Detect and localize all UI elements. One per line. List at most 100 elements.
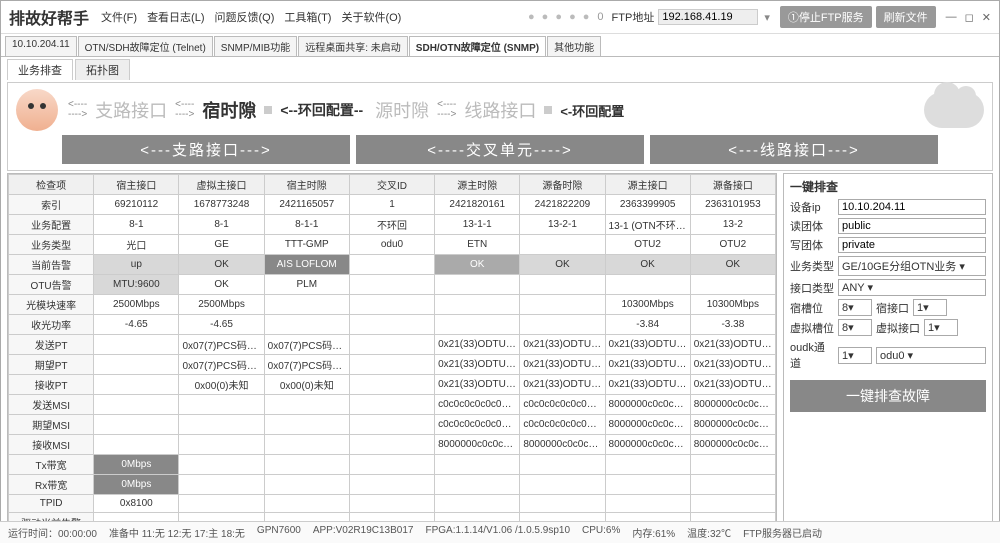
cell <box>520 455 605 475</box>
cell: -3.84 <box>605 315 690 335</box>
menu-file[interactable]: 文件(F) <box>101 9 137 25</box>
vport-select[interactable]: 1▾ <box>924 319 958 336</box>
cell: 光口 <box>94 235 179 255</box>
table-row: 索引69210112167877324824211650571242182016… <box>9 195 776 215</box>
primary-tab-2[interactable]: SNMP/MIB功能 <box>214 36 297 56</box>
table-row: 业务配置8-18-18-1-1不环回13-1-113-2-113-1 (OTN不… <box>9 215 776 235</box>
table-row: 当前告警upOKAIS LOFLOMOKOKOKOK <box>9 255 776 275</box>
cell: PLM <box>264 275 349 295</box>
status-app: APP:V02R19C13B017 <box>313 525 414 540</box>
cell: 2500Mbps <box>94 295 179 315</box>
dslot-select[interactable]: 8▾ <box>838 299 872 316</box>
cell: c0c0c0c0c0c0c0c0 <box>520 415 605 435</box>
stop-ftp-button[interactable]: ①停止FTP服务 <box>780 6 872 28</box>
status-bar: 运行时间：00:00:00 准备中 11:无 12:无 17:主 18:无 GP… <box>0 521 1000 543</box>
seg-line: 线路接口 <box>460 97 540 123</box>
cell: 8000000c0c0c0c0 <box>435 435 520 455</box>
cell <box>264 495 349 513</box>
primary-tab-5[interactable]: 其他功能 <box>547 36 601 56</box>
refresh-files-button[interactable]: 刷新文件 <box>876 6 936 28</box>
row-header: 索引 <box>9 195 94 215</box>
data-table-wrap[interactable]: 检查项宿主接口虚拟主接口宿主时隙交叉ID源主时隙源备时隙源主接口源备接口 索引6… <box>7 173 777 534</box>
row-header: 收光功率 <box>9 315 94 335</box>
cell: 8000000c0c0c0c0 <box>520 435 605 455</box>
chevron-down-icon[interactable]: ▾ <box>764 11 770 24</box>
square-icon <box>264 106 272 114</box>
cell: 13-1 (OTN不环回) <box>605 215 690 235</box>
cell: 0x21(33)ODTUK.. <box>520 375 605 395</box>
write-community-input[interactable] <box>838 237 986 253</box>
cell <box>435 475 520 495</box>
dslot-label: 宿槽位 <box>790 300 834 316</box>
primary-tab-4[interactable]: SDH/OTN故障定位 (SNMP) <box>409 36 546 56</box>
if-type-select[interactable]: ANY ▾ <box>838 279 986 296</box>
close-icon[interactable]: ✕ <box>982 11 991 24</box>
col-header: 宿主时隙 <box>264 175 349 195</box>
status-cpu: CPU:6% <box>582 525 620 540</box>
menu-log[interactable]: 查看日志(L) <box>147 9 204 25</box>
svc-type-select[interactable]: GE/10GE分组OTN业务 ▾ <box>838 256 986 276</box>
cell: 13-2-1 <box>520 215 605 235</box>
secondary-tab-0[interactable]: 业务排查 <box>7 59 73 80</box>
cell <box>264 475 349 495</box>
cell: 0x21(33)ODTUK.. <box>690 375 775 395</box>
minimize-icon[interactable]: — <box>946 11 957 24</box>
oduk-n-select[interactable]: 1▾ <box>838 347 872 364</box>
cell <box>349 435 434 455</box>
ftp-address-input[interactable] <box>658 9 758 25</box>
cell: 10300Mbps <box>690 295 775 315</box>
table-row: OTU告警MTU:9600OKPLM <box>9 275 776 295</box>
cell <box>349 415 434 435</box>
menu-about[interactable]: 关于软件(O) <box>341 9 401 25</box>
cell: 2500Mbps <box>179 295 264 315</box>
dev-ip-label: 设备ip <box>790 199 834 215</box>
cell: -4.65 <box>94 315 179 335</box>
window-controls: — ◻ ✕ <box>946 11 991 24</box>
primary-tab-0[interactable]: 10.10.204.11 <box>5 36 77 56</box>
vslot-select[interactable]: 8▾ <box>838 319 872 336</box>
col-header: 检查项 <box>9 175 94 195</box>
cell <box>520 235 605 255</box>
dport-select[interactable]: 1▾ <box>913 299 947 316</box>
cell <box>179 415 264 435</box>
cell: OK <box>520 255 605 275</box>
secondary-tab-1[interactable]: 拓扑图 <box>75 59 130 80</box>
cell: OK <box>605 255 690 275</box>
cell: 0x00(0)未知 <box>179 375 264 395</box>
cell <box>520 275 605 295</box>
count-zero: 0 <box>597 11 603 23</box>
cell: 1 <box>349 195 434 215</box>
seg-branch: 支路接口 <box>91 97 171 123</box>
cell <box>94 435 179 455</box>
secondary-tabs: 业务排查拓扑图 <box>1 57 999 80</box>
row-header: 接收MSI <box>9 435 94 455</box>
menu-tools[interactable]: 工具箱(T) <box>284 9 331 25</box>
primary-tab-1[interactable]: OTN/SDH故障定位 (Telnet) <box>78 36 213 56</box>
cell: 0Mbps <box>94 475 179 495</box>
row-header: Tx带宽 <box>9 455 94 475</box>
cell: TTT-GMP <box>264 235 349 255</box>
cell <box>690 475 775 495</box>
oduk-v-select[interactable]: odu0 ▾ <box>876 347 986 364</box>
status-runtime: 运行时间：00:00:00 <box>8 525 97 540</box>
col-header: 宿主接口 <box>94 175 179 195</box>
cell <box>264 395 349 415</box>
cell: 0x07(7)PCS码字.. <box>179 355 264 375</box>
cell <box>179 455 264 475</box>
cell <box>349 395 434 415</box>
cell: AIS LOFLOM <box>264 255 349 275</box>
side-panel: 一键排查 设备ip 读团体 写团体 业务类型GE/10GE分组OTN业务 ▾ 接… <box>783 173 993 534</box>
cell <box>435 295 520 315</box>
cell: 10300Mbps <box>605 295 690 315</box>
cell <box>349 455 434 475</box>
menu-feedback[interactable]: 问题反馈(Q) <box>215 9 275 25</box>
row-header: 当前告警 <box>9 255 94 275</box>
cell: GE <box>179 235 264 255</box>
maximize-icon[interactable]: ◻ <box>965 11 974 24</box>
diagnose-button[interactable]: 一键排查故障 <box>790 380 986 412</box>
row-header: 发送MSI <box>9 395 94 415</box>
read-community-input[interactable] <box>838 218 986 234</box>
primary-tab-3[interactable]: 远程桌面共享: 未启动 <box>298 36 408 56</box>
cell <box>94 375 179 395</box>
dev-ip-input[interactable] <box>838 199 986 215</box>
